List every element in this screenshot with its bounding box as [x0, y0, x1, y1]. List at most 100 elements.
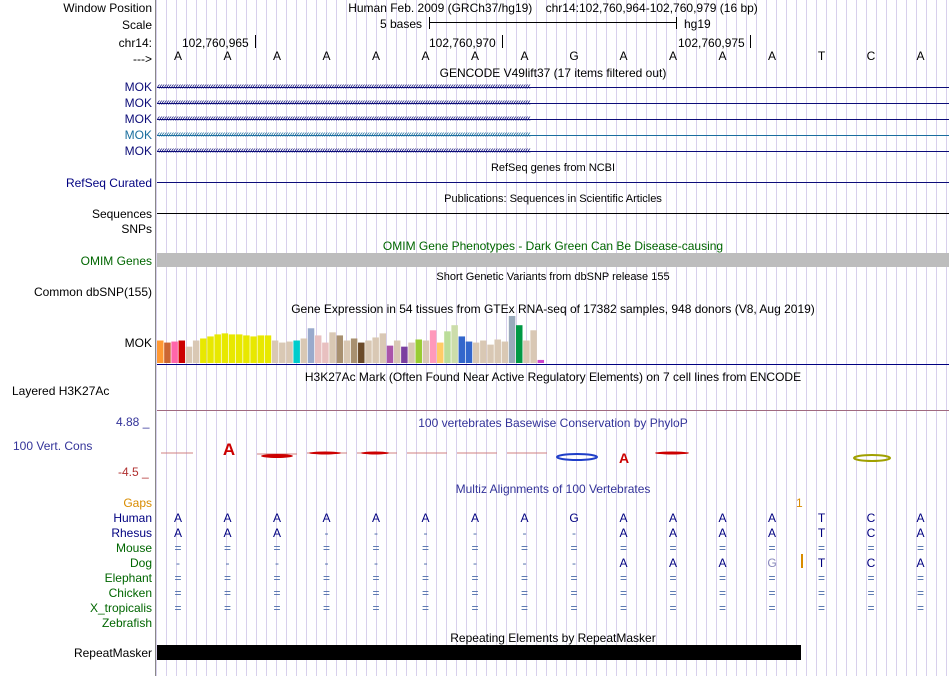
snps-label[interactable]: SNPs: [121, 222, 152, 236]
gtex-tissue-bar[interactable]: [343, 340, 351, 363]
alignment-base: A: [619, 511, 628, 525]
gtex-tissue-bar[interactable]: [307, 328, 315, 363]
gtex-tissue-bar[interactable]: [465, 341, 473, 363]
repeatmasker-element[interactable]: [157, 645, 801, 660]
gtex-tissue-bar[interactable]: [372, 337, 379, 363]
gtex-tissue-bar[interactable]: [178, 340, 186, 363]
dbsnp-label[interactable]: Common dbSNP(155): [33, 285, 152, 299]
refseq-label[interactable]: RefSeq Curated: [65, 176, 152, 190]
gtex-tissue-bar[interactable]: [243, 335, 250, 363]
gtex-tissue-bar[interactable]: [508, 316, 516, 363]
alignment-base: A: [223, 526, 232, 540]
gtex-tissue-bar[interactable]: [264, 335, 272, 363]
gtex-baseline: [157, 364, 949, 365]
gtex-tissue-bar[interactable]: [429, 330, 437, 363]
species-label[interactable]: Elephant: [104, 571, 152, 585]
repeatmasker-label[interactable]: RepeatMasker: [73, 646, 152, 660]
phylop-chart[interactable]: A A: [157, 440, 949, 466]
publications-line[interactable]: [157, 213, 949, 214]
alignment-base: =: [372, 571, 380, 585]
grid-line: [886, 0, 887, 676]
gtex-tissue-bar[interactable]: [207, 336, 214, 363]
gtex-tissue-bar[interactable]: [444, 331, 451, 363]
gencode-transcript-line[interactable]: ‹‹‹‹‹‹‹‹‹‹‹‹‹‹‹‹‹‹‹‹‹‹‹‹‹‹‹‹‹‹‹‹‹‹‹‹‹‹‹‹…: [157, 144, 949, 158]
gtex-tissue-bar[interactable]: [200, 338, 207, 363]
gtex-tissue-bar[interactable]: [415, 339, 422, 364]
grid-line: [676, 0, 677, 676]
gtex-tissue-bar[interactable]: [171, 341, 178, 363]
gtex-tissue-bar[interactable]: [293, 340, 300, 363]
gtex-tissue-bar[interactable]: [480, 340, 487, 363]
omim-gene-bar[interactable]: [157, 253, 949, 267]
gtex-chart[interactable]: [157, 316, 949, 366]
gtex-tissue-bar[interactable]: [192, 340, 200, 363]
alignment-base: A: [272, 526, 281, 540]
sequence-base: G: [569, 49, 579, 63]
gtex-tissue-bar[interactable]: [322, 342, 329, 363]
refseq-gene-line[interactable]: [157, 182, 949, 183]
phylop-label[interactable]: 100 Vert. Cons: [13, 439, 93, 453]
gtex-tissue-bar[interactable]: [157, 340, 164, 363]
species-label[interactable]: Human: [113, 511, 152, 525]
species-label[interactable]: Zebrafish: [101, 616, 152, 630]
gtex-tissue-bar[interactable]: [235, 334, 243, 363]
gtex-tissue-bar[interactable]: [329, 332, 336, 363]
species-label[interactable]: Dog: [129, 556, 152, 570]
gtex-tissue-bar[interactable]: [314, 335, 322, 363]
gtex-tissue-bar[interactable]: [530, 330, 537, 363]
gtex-tissue-bar[interactable]: [336, 335, 344, 363]
gencode-item-label[interactable]: MOK: [124, 80, 152, 94]
gtex-tissue-bar[interactable]: [408, 342, 415, 363]
gtex-tissue-bar[interactable]: [494, 339, 501, 364]
gencode-item-label[interactable]: MOK: [124, 96, 152, 110]
gencode-item-label[interactable]: MOK: [124, 128, 152, 142]
gtex-tissue-bar[interactable]: [523, 340, 530, 363]
species-label[interactable]: Rhesus: [111, 526, 152, 540]
gencode-item-label[interactable]: MOK: [124, 144, 152, 158]
gtex-tissue-bar[interactable]: [286, 341, 293, 363]
sequences-label[interactable]: Sequences: [91, 207, 152, 221]
species-label[interactable]: Mouse: [115, 541, 152, 555]
gtex-label[interactable]: MOK: [124, 336, 152, 350]
gtex-tissue-bar[interactable]: [358, 342, 365, 363]
gtex-tissue-bar[interactable]: [164, 342, 171, 363]
gencode-transcript-line[interactable]: ‹‹‹‹‹‹‹‹‹‹‹‹‹‹‹‹‹‹‹‹‹‹‹‹‹‹‹‹‹‹‹‹‹‹‹‹‹‹‹‹…: [157, 128, 949, 142]
gencode-transcript-line[interactable]: ‹‹‹‹‹‹‹‹‹‹‹‹‹‹‹‹‹‹‹‹‹‹‹‹‹‹‹‹‹‹‹‹‹‹‹‹‹‹‹‹…: [157, 96, 949, 110]
gtex-tissue-bar[interactable]: [257, 335, 265, 363]
gtex-tissue-bar[interactable]: [437, 342, 444, 363]
gtex-tissue-bar[interactable]: [300, 338, 308, 363]
gtex-tissue-bar[interactable]: [401, 346, 408, 363]
gtex-tissue-bar[interactable]: [214, 334, 221, 363]
gtex-tissue-bar[interactable]: [422, 340, 430, 363]
omim-label[interactable]: OMIM Genes: [80, 254, 152, 268]
gencode-transcript-line[interactable]: ‹‹‹‹‹‹‹‹‹‹‹‹‹‹‹‹‹‹‹‹‹‹‹‹‹‹‹‹‹‹‹‹‹‹‹‹‹‹‹‹…: [157, 112, 949, 126]
gtex-tissue-bar[interactable]: [386, 345, 394, 363]
gtex-tissue-bar[interactable]: [501, 341, 509, 363]
gtex-tissue-bar[interactable]: [487, 344, 494, 363]
gtex-tissue-bar[interactable]: [379, 333, 387, 363]
gaps-label[interactable]: Gaps: [123, 496, 152, 510]
gtex-tissue-bar[interactable]: [365, 340, 372, 363]
gencode-transcript-line[interactable]: ‹‹‹‹‹‹‹‹‹‹‹‹‹‹‹‹‹‹‹‹‹‹‹‹‹‹‹‹‹‹‹‹‹‹‹‹‹‹‹‹…: [157, 80, 949, 94]
gtex-tissue-bar[interactable]: [472, 342, 480, 363]
h3k27ac-label[interactable]: Layered H3K27Ac: [12, 384, 110, 398]
gtex-tissue-bar[interactable]: [537, 359, 545, 363]
alignment-base: T: [817, 556, 826, 570]
alignment-base: =: [867, 571, 875, 585]
gtex-tissue-bar[interactable]: [458, 336, 466, 363]
gtex-tissue-bar[interactable]: [185, 346, 193, 363]
gtex-tissue-bar[interactable]: [271, 340, 279, 363]
gtex-tissue-bar[interactable]: [250, 336, 257, 363]
gtex-tissue-bar[interactable]: [228, 334, 236, 363]
gtex-tissue-bar[interactable]: [393, 340, 401, 363]
gtex-tissue-bar[interactable]: [451, 325, 458, 363]
gtex-tissue-bar[interactable]: [279, 342, 286, 363]
gtex-tissue-bar[interactable]: [221, 333, 229, 363]
species-label[interactable]: X_tropicalis: [89, 601, 152, 615]
gtex-tissue-bar[interactable]: [516, 325, 523, 363]
gtex-tissue-bar[interactable]: [350, 338, 358, 363]
gencode-item-label[interactable]: MOK: [124, 112, 152, 126]
gencode-transcript-axis: [157, 135, 949, 136]
species-label[interactable]: Chicken: [108, 586, 152, 600]
grid-line: [856, 0, 857, 676]
